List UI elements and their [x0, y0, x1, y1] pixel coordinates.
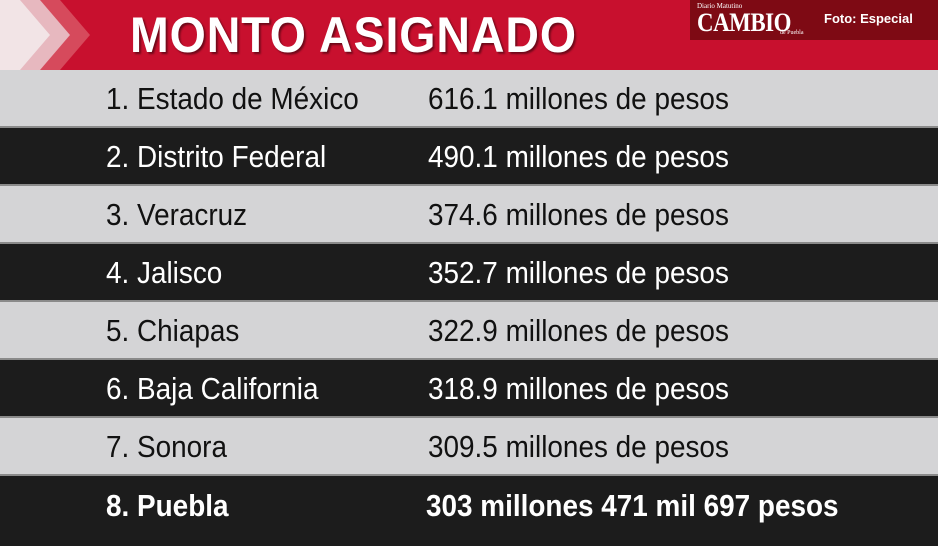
table-row: 1. Estado de México 616.1 millones de pe… [0, 70, 938, 128]
state-rank-label: 3. Veracruz [106, 197, 248, 232]
chevron-arrow-icon [0, 0, 90, 70]
state-rank-label: 5. Chiapas [106, 313, 240, 348]
photo-credit: Foto: Especial [824, 11, 913, 26]
table-row: 6. Baja California 318.9 millones de pes… [0, 360, 938, 418]
table-row: 7. Sonora 309.5 millones de pesos [0, 418, 938, 476]
logo: CAMBIO [697, 8, 791, 37]
amount-value: 322.9 millones de pesos [428, 313, 729, 348]
ranking-table: 1. Estado de México 616.1 millones de pe… [0, 70, 938, 546]
amount-value: 616.1 millones de pesos [428, 81, 729, 116]
amount-value: 352.7 millones de pesos [428, 255, 729, 290]
table-row: 3. Veracruz 374.6 millones de pesos [0, 186, 938, 244]
table-row: 2. Distrito Federal 490.1 millones de pe… [0, 128, 938, 186]
state-rank-label: 2. Distrito Federal [106, 139, 327, 174]
state-rank-label: 6. Baja California [106, 371, 319, 406]
state-rank-label: 8. Puebla [106, 488, 229, 523]
page-title: MONTO ASIGNADO [130, 7, 578, 63]
table-row: 5. Chiapas 322.9 millones de pesos [0, 302, 938, 360]
amount-value: 374.6 millones de pesos [428, 197, 729, 232]
logo-tagline: Diario Matutino [697, 2, 743, 10]
state-rank-label: 7. Sonora [106, 429, 227, 464]
table-row: 4. Jalisco 352.7 millones de pesos [0, 244, 938, 302]
state-rank-label: 4. Jalisco [106, 255, 223, 290]
table-row-highlight: 8. Puebla 303 millones 471 mil 697 pesos [0, 476, 938, 546]
state-rank-label: 1. Estado de México [106, 81, 359, 116]
logo-box [690, 0, 938, 40]
amount-value: 490.1 millones de pesos [428, 139, 729, 174]
header-banner: MONTO ASIGNADO Diario Matutino CAMBIO de… [0, 0, 938, 70]
amount-value: 303 millones 471 mil 697 pesos [426, 488, 839, 523]
amount-value: 309.5 millones de pesos [428, 429, 729, 464]
logo-city: de Puebla [780, 30, 804, 36]
amount-value: 318.9 millones de pesos [428, 371, 729, 406]
